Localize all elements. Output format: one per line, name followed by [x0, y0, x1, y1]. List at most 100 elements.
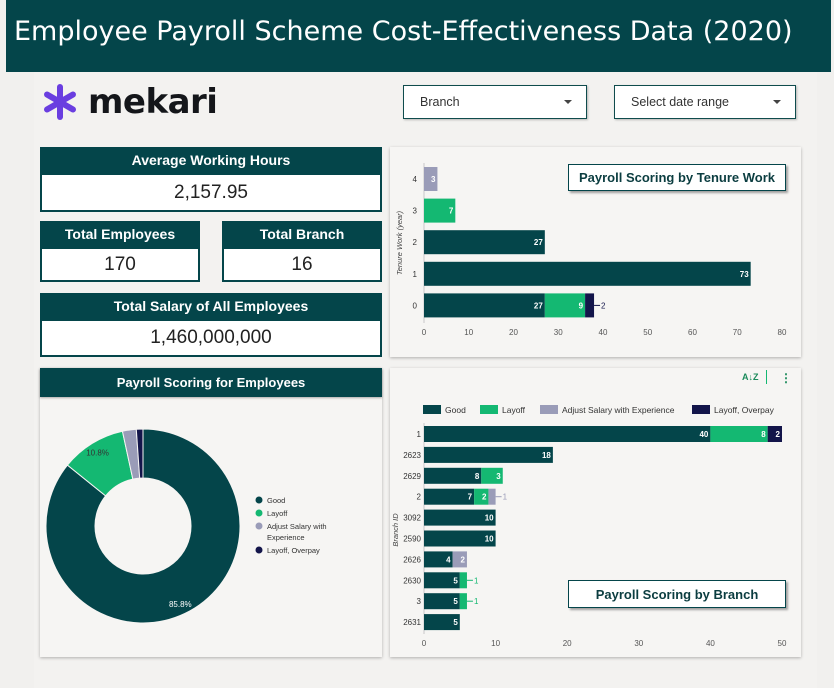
kpi-total-employees: Total Employees 170 [40, 221, 200, 282]
bar-segment [488, 488, 496, 505]
data-label: 73 [740, 270, 749, 279]
category-label: 3 [417, 597, 422, 606]
data-label: 4 [446, 555, 451, 564]
x-tick-label: 30 [634, 639, 643, 648]
data-label: 18 [542, 451, 551, 460]
category-label: 3 [413, 207, 418, 216]
legend-swatch [692, 405, 710, 414]
data-label: 1 [503, 493, 508, 502]
sort-icon[interactable]: A↓Z [742, 372, 759, 382]
page-title: Employee Payroll Scheme Cost-Effectivene… [14, 16, 793, 47]
bar-segment [459, 593, 467, 610]
bar-segment [424, 446, 553, 463]
category-label: 1 [413, 270, 418, 279]
category-label: 2 [417, 493, 422, 502]
x-tick-label: 40 [599, 328, 608, 337]
donut-chart-card: 85.8% 10.8% Good Layoff Adjust Salary with Ex… [40, 368, 382, 657]
donut-slice [135, 428, 144, 479]
bar-segment [452, 551, 467, 568]
legend-label: Good [267, 496, 285, 505]
data-label: 8 [761, 430, 766, 439]
branch-chart-title: Payroll Scoring by Branch [568, 580, 786, 608]
chevron-down-icon [564, 100, 572, 104]
date-range-dropdown[interactable]: Select date range [614, 85, 796, 119]
payroll-donut-chart: 85.8% 10.8% Good Layoff Adjust Salary with Ex… [45, 428, 327, 624]
category-label: 1 [417, 430, 422, 439]
bar-segment [710, 426, 768, 442]
tenure-chart-title: Payroll Scoring by Tenure Work [568, 164, 786, 191]
y-axis-label: Branch ID [391, 513, 400, 547]
kpi-value: 1,460,000,000 [40, 319, 382, 357]
data-label: 7 [449, 207, 454, 216]
legend-swatch [423, 405, 441, 414]
legend-label: Good [445, 405, 466, 415]
data-label: 2 [776, 430, 781, 439]
category-label: 2590 [403, 535, 421, 544]
data-label: 27 [534, 238, 543, 247]
branch-dropdown[interactable]: Branch [403, 85, 587, 119]
x-tick-label: 0 [422, 639, 427, 648]
legend-label: Adjust Salary with Experience [562, 405, 675, 415]
slice-label: 10.8% [86, 448, 109, 457]
y-axis-label: Tenure Work (year) [395, 210, 404, 275]
data-label: 5 [453, 576, 458, 585]
bar-segment [474, 488, 489, 505]
toolbar-divider [766, 370, 767, 384]
bar-segment [424, 293, 545, 318]
branch-bar-chart: Good Layoff Adjust Salary with Experience L… [391, 405, 787, 648]
bar-segment [424, 488, 475, 505]
bar-segment [424, 509, 496, 526]
data-label: 40 [699, 430, 708, 439]
data-label: 5 [453, 618, 458, 627]
mekari-logo: mekari [40, 82, 218, 122]
legend-label: Layoff [267, 509, 288, 518]
x-tick-label: 40 [706, 639, 715, 648]
chevron-down-icon [773, 100, 781, 104]
date-range-label: Select date range [631, 95, 729, 109]
x-tick-label: 20 [509, 328, 518, 337]
bar-segment [424, 530, 496, 547]
category-label: 2631 [403, 618, 421, 627]
bar-segment [424, 572, 460, 589]
data-label: 27 [534, 301, 543, 310]
legend-marker [255, 522, 263, 530]
data-label: 9 [579, 301, 584, 310]
x-tick-label: 60 [688, 328, 697, 337]
bar-segment [585, 293, 595, 318]
category-label: 2 [413, 238, 418, 247]
category-label: 2626 [403, 555, 421, 564]
x-tick-label: 70 [733, 328, 742, 337]
bar-segment [424, 261, 751, 286]
legend-label: Layoff, Overpay [267, 546, 320, 555]
more-options-icon[interactable]: ⋮ [780, 371, 792, 385]
bar-segment [424, 551, 453, 568]
mekari-star-icon [44, 84, 76, 120]
kpi-label: Average Working Hours [40, 147, 382, 173]
data-label: 1 [474, 597, 479, 606]
kpi-label: Total Salary of All Employees [40, 293, 382, 319]
data-label: 3 [496, 472, 501, 481]
category-label: 2623 [403, 451, 421, 460]
data-label: 3 [431, 175, 436, 184]
kpi-label: Total Employees [40, 221, 200, 247]
data-label: 5 [453, 597, 458, 606]
kpi-total-branch: Total Branch 16 [222, 221, 382, 282]
legend-marker [255, 509, 263, 517]
kpi-value: 2,157.95 [40, 173, 382, 212]
category-label: 2629 [403, 472, 421, 481]
bar-segment [459, 572, 467, 589]
data-label: 1 [474, 576, 479, 585]
bar-segment [424, 167, 438, 191]
x-tick-label: 0 [422, 328, 427, 337]
bar-segment [424, 230, 545, 255]
logo-text: mekari [88, 82, 218, 122]
donut-chart-title: Payroll Scoring for Employees [40, 368, 382, 397]
category-label: 4 [413, 175, 418, 184]
slice-label: 85.8% [169, 600, 192, 609]
kpi-value: 16 [222, 247, 382, 282]
data-label: 7 [468, 493, 473, 502]
branch-dropdown-label: Branch [420, 95, 460, 109]
x-tick-label: 10 [491, 639, 500, 648]
bar-segment [424, 198, 456, 223]
